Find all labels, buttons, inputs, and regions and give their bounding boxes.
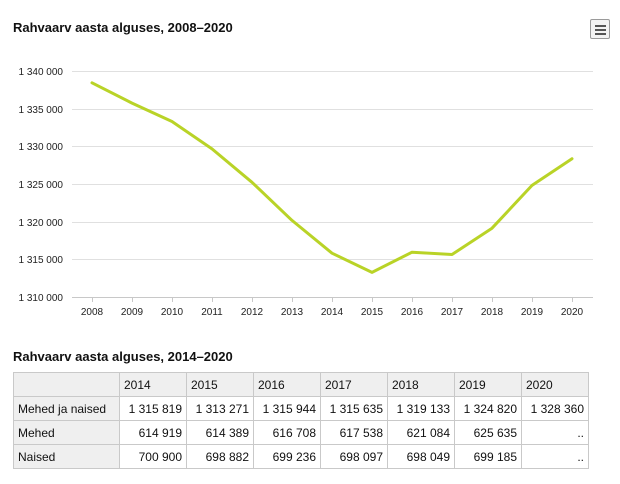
- column-header: 2018: [387, 372, 455, 397]
- table-cell: 1 315 819: [119, 396, 187, 421]
- column-header: 2019: [454, 372, 522, 397]
- x-tick-label: 2009: [121, 307, 144, 318]
- column-header: 2015: [186, 372, 254, 397]
- x-tick-label: 2008: [81, 307, 104, 318]
- column-header: 2017: [320, 372, 388, 397]
- table-cell: 698 049: [387, 444, 455, 469]
- chart-menu-button[interactable]: [590, 19, 610, 39]
- table-corner-cell: [13, 372, 120, 397]
- column-header: 2016: [253, 372, 321, 397]
- column-header: 2014: [119, 372, 187, 397]
- x-tick-label: 2016: [401, 307, 424, 318]
- table-cell: 699 236: [253, 444, 321, 469]
- table-row: Naised 700 900 698 882 699 236 698 097 6…: [13, 444, 589, 469]
- table-cell: 1 324 820: [454, 396, 522, 421]
- x-tick-label: 2017: [441, 307, 464, 318]
- x-tick-label: 2010: [161, 307, 184, 318]
- table-cell: 625 635: [454, 420, 522, 445]
- table-cell: 621 084: [387, 420, 455, 445]
- column-header: 2020: [521, 372, 589, 397]
- y-tick-label: 1 310 000: [19, 293, 64, 304]
- x-tick-label: 2020: [561, 307, 584, 318]
- table-row: Mehed 614 919 614 389 616 708 617 538 62…: [13, 420, 589, 445]
- row-header: Mehed ja naised: [13, 396, 120, 421]
- table-cell: 1 315 635: [320, 396, 388, 421]
- series-line: [90, 81, 574, 274]
- table-cell: 699 185: [454, 444, 522, 469]
- y-tick-label: 1 335 000: [19, 105, 64, 116]
- table-cell: 698 097: [320, 444, 388, 469]
- x-tick-label: 2012: [241, 307, 264, 318]
- table-cell: 698 882: [186, 444, 254, 469]
- table-row: Mehed ja naised 1 315 819 1 313 271 1 31…: [13, 396, 589, 421]
- x-tick-label: 2011: [201, 307, 223, 318]
- line-chart: 1 310 000 1 315 000 1 320 000 1 325 000 1 33…: [19, 67, 593, 318]
- table-cell: 616 708: [253, 420, 321, 445]
- table-cell: 1 315 944: [253, 396, 321, 421]
- table-cell: 1 313 271: [186, 396, 254, 421]
- table-cell: 617 538: [320, 420, 388, 445]
- x-tick-label: 2018: [481, 307, 504, 318]
- x-tick-label: 2014: [321, 307, 344, 318]
- y-tick-label: 1 320 000: [19, 218, 64, 229]
- table-cell: ..: [521, 420, 589, 445]
- table-cell: 1 328 360: [521, 396, 589, 421]
- x-tick-label: 2019: [521, 307, 544, 318]
- x-tick-label: 2013: [281, 307, 304, 318]
- y-tick-label: 1 315 000: [19, 255, 64, 266]
- table-cell: ..: [521, 444, 589, 469]
- row-header: Mehed: [13, 420, 120, 445]
- table-cell: 1 319 133: [387, 396, 455, 421]
- table-cell: 614 389: [186, 420, 254, 445]
- y-tick-label: 1 330 000: [19, 142, 64, 153]
- y-tick-label: 1 340 000: [19, 67, 64, 78]
- table-header-row: 2014 2015 2016 2017 2018 2019 2020: [13, 372, 589, 397]
- chart-title: Rahvaarv aasta alguses, 2008–2020: [13, 20, 233, 35]
- table-title: Rahvaarv aasta alguses, 2014–2020: [13, 349, 233, 364]
- table-cell: 614 919: [119, 420, 187, 445]
- population-table: 2014 2015 2016 2017 2018 2019 2020 Mehed…: [13, 372, 589, 469]
- table-cell: 700 900: [119, 444, 187, 469]
- row-header: Naised: [13, 444, 120, 469]
- x-tick-label: 2015: [361, 307, 384, 318]
- y-tick-label: 1 325 000: [19, 180, 64, 191]
